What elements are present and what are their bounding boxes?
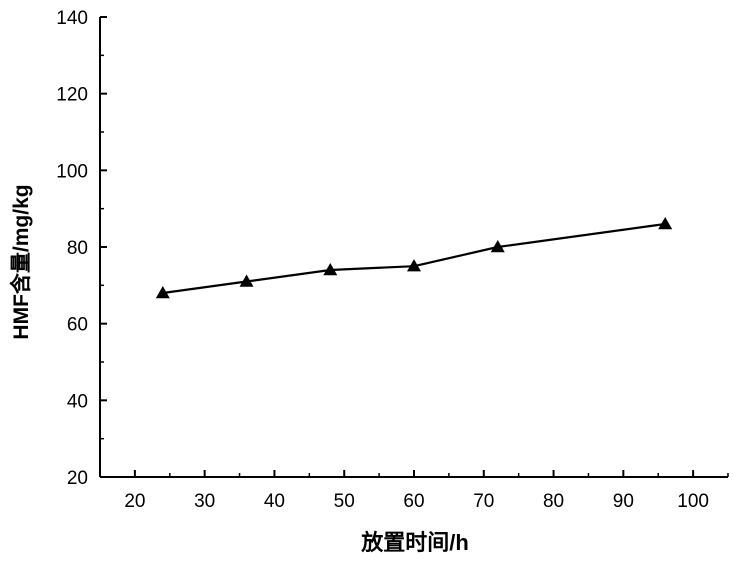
x-tick-label: 60 [403,491,424,512]
x-tick-label: 90 [613,491,634,512]
y-axis-title: HMF含量/mg/kg [9,184,33,339]
x-tick-label: 80 [543,491,564,512]
y-tick-label: 20 [67,468,88,489]
y-tick-label: 120 [56,85,88,106]
y-tick-label: 40 [67,391,88,412]
x-axis-title: 放置时间/h [360,530,469,555]
data-point-marker [239,274,254,287]
axes [99,17,728,478]
y-tick-label: 140 [56,8,88,29]
x-tick-label: 30 [194,491,215,512]
x-tick-label: 50 [334,491,355,512]
data-point-marker [155,286,170,299]
y-tick-label: 100 [56,161,88,182]
data-point-marker [323,263,338,276]
series-layer [155,217,673,299]
data-point-marker [407,259,421,272]
series-line [162,222,666,295]
x-tick-label: 70 [473,491,494,512]
data-point-marker [658,217,673,230]
data-point-marker [490,240,505,253]
ticks: 20 40 60 80 100 120 140 20 30 40 50 60 70 80 90 100 [56,8,729,512]
y-tick-label: 60 [67,315,88,336]
x-tick-label: 40 [264,491,285,512]
y-tick-label: 80 [67,238,88,259]
x-tick-label: 20 [124,491,145,512]
x-tick-label: 100 [677,491,709,512]
